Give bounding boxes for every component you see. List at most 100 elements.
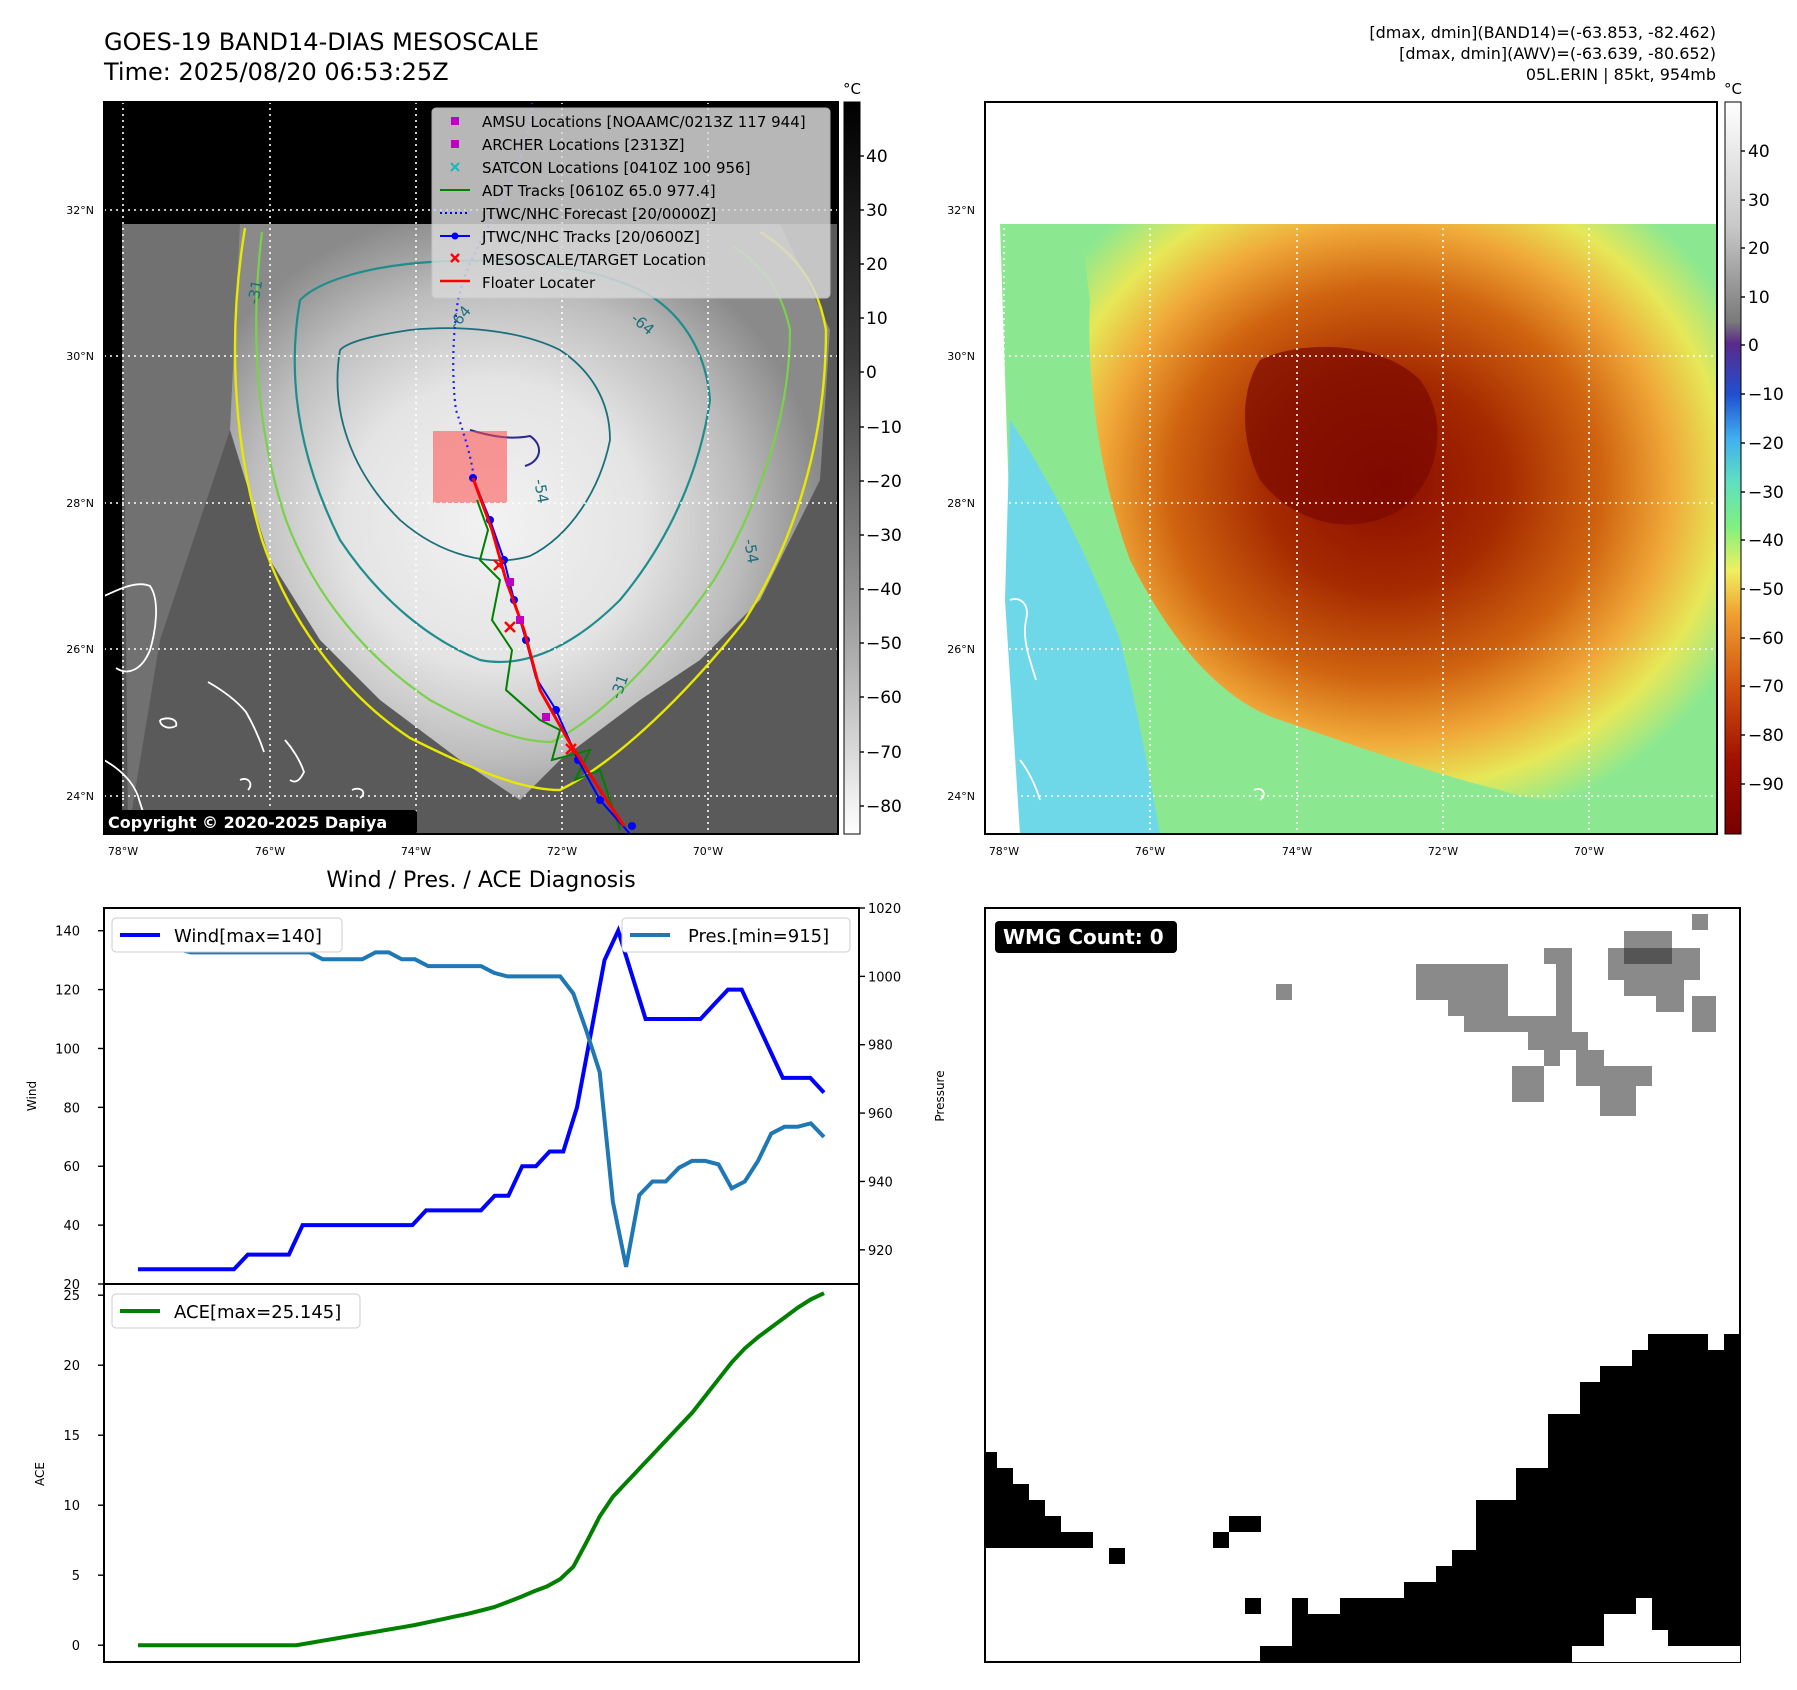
contour-label-5: -54: [740, 538, 762, 565]
right-colorbar-tick-label: −20: [1748, 434, 1784, 454]
left-colorbar-ticks: 40 30 20 10 0 −10 −20 −30 −40 −50 −60 −70 −80: [860, 147, 902, 817]
left-colorbar-tick-label: −70: [866, 743, 902, 763]
right-colorbar-ticks: 40 30 20 10 0 −10 −20 −30 −40 −50 −60 −70 −80 −90: [1741, 142, 1784, 795]
wmg-white-notch: [1572, 1598, 1740, 1662]
amsu-points: [506, 578, 550, 721]
stats-awv: [dmax, dmin](AWV)=(-63.639, -80.652): [1399, 44, 1716, 63]
left-cloud-band-west: [122, 224, 250, 834]
wmg-black-region: [1260, 1334, 1740, 1662]
lon-tick-label: 70°W: [1574, 845, 1604, 858]
wmg-count-text: WMG Count: 0: [1003, 925, 1164, 949]
left-colorbar-tick-label: 30: [866, 201, 888, 221]
wind-axes-frame: [103, 907, 860, 1285]
map-legend: AMSU Locations [NOAAMC/0213Z 117 944] AR…: [431, 107, 831, 299]
contour-yellow: [233, 227, 828, 792]
lon-tick-label: 78°W: [108, 845, 138, 858]
ace-series-line: [138, 1291, 825, 1648]
legend-label-floater: Floater Locater: [482, 274, 596, 292]
ace-tick-label: 5: [72, 1569, 80, 1584]
right-colorbar-unit: °C: [1724, 80, 1742, 98]
legend-label-tracks: JTWC/NHC Tracks [20/0600Z]: [481, 228, 700, 246]
right-map-frame: [984, 101, 1718, 835]
right-colorbar-tick-label: −90: [1748, 775, 1784, 795]
lat-tick-label: 32°N: [66, 204, 94, 217]
right-colorbar: [1724, 101, 1742, 835]
legend-amsu-marker: [451, 117, 459, 125]
wind-tick-label: 140: [55, 925, 80, 940]
legend-markers: [440, 117, 470, 283]
copyright-text: Copyright © 2020-2025 Dapiya: [108, 813, 387, 832]
left-colorbar-tick-label: −50: [866, 634, 902, 654]
pressure-tick-label: 1020: [868, 902, 901, 917]
left-colorbar-unit: °C: [843, 80, 861, 98]
wmg-black-left: [985, 1452, 1077, 1548]
lat-tick-label: 28°N: [947, 497, 975, 510]
lat-tick-label: 30°N: [66, 350, 94, 363]
right-map: [985, 102, 1717, 834]
right-colorbar-tick-label: −60: [1748, 629, 1784, 649]
copyright-badge: [104, 810, 417, 834]
pressure-ylabel: Pressure: [933, 1070, 947, 1121]
wind-series-line: [138, 925, 826, 1272]
left-storm-cloud: [230, 224, 830, 800]
left-colorbar-tick-label: 0: [866, 363, 877, 383]
legend-label-target: MESOSCALE/TARGET Location: [482, 251, 706, 269]
pressure-tick-label: 1000: [868, 970, 901, 985]
contour-teal-inner: [336, 327, 611, 562]
legend-label-archer: ARCHER Locations [2313Z]: [482, 136, 685, 154]
lat-tick-label: 28°N: [66, 497, 94, 510]
right-cool-region: [1005, 420, 1160, 834]
lon-tick-label: 74°W: [401, 845, 431, 858]
legend-tracks-marker: [440, 232, 470, 240]
main-time: Time: 2025/08/20 06:53:25Z: [103, 58, 449, 86]
pressure-ticks: 1020 1000 980 960 940 920: [859, 902, 901, 1259]
pressure-tick-label: 920: [868, 1244, 893, 1259]
wind-ticks: 140 120 100 80 60 40 20: [55, 925, 104, 1293]
floater-box: [433, 431, 507, 503]
wind-tick-label: 80: [63, 1101, 80, 1116]
right-colorbar-tick-label: −40: [1748, 531, 1784, 551]
left-colorbar-tick-label: −60: [866, 688, 902, 708]
ace-legend-label: ACE[max=25.145]: [174, 1302, 341, 1323]
legend-label-satcon: SATCON Locations [0410Z 100 956]: [482, 159, 750, 177]
right-colorbar-tick-label: −80: [1748, 726, 1784, 746]
legend-label-forecast: JTWC/NHC Forecast [20/0000Z]: [481, 205, 716, 223]
diagnosis-title: Wind / Pres. / ACE Diagnosis: [326, 868, 635, 893]
right-colorbar-tick-label: 20: [1748, 239, 1770, 259]
grid-right: [985, 102, 1717, 834]
lon-tick-label: 72°W: [1428, 845, 1458, 858]
floater-track: [471, 477, 626, 827]
coastlines-right: [1009, 598, 1265, 801]
contour-label-3: -54: [530, 478, 552, 505]
wind-tick-label: 120: [55, 984, 80, 999]
pressure-tick-label: 940: [868, 1175, 893, 1190]
wmg-dark-cell: [1624, 948, 1672, 964]
wind-tick-label: 40: [63, 1219, 80, 1234]
legend-label-adt: ADT Tracks [0610Z 65.0 977.4]: [482, 182, 716, 200]
right-colorbar-tick-label: −30: [1748, 483, 1784, 503]
ace-tick-label: 25: [63, 1289, 80, 1304]
lat-tick-label: 32°N: [947, 204, 975, 217]
wind-tick-label: 100: [55, 1042, 80, 1057]
target-points: [493, 559, 577, 755]
lon-tick-label: 72°W: [547, 845, 577, 858]
lon-tick-label: 70°W: [693, 845, 723, 858]
wmg-panel: WMG Count: 0: [984, 907, 1741, 1663]
right-colorbar-tick-label: −70: [1748, 677, 1784, 697]
wind-legend-label: Wind[max=140]: [174, 926, 322, 947]
ace-tick-label: 0: [72, 1639, 80, 1654]
contour-label-group: -31 -64 -54 -31 -54 -64: [244, 278, 762, 701]
legend-label-amsu: AMSU Locations [NOAAMC/0213Z 117 944]: [482, 113, 806, 131]
wind-tick-label: 60: [63, 1160, 80, 1175]
lat-tick-label: 24°N: [947, 790, 975, 803]
lat-tick-label: 30°N: [947, 350, 975, 363]
left-map-frame: [103, 101, 839, 835]
lon-tick-label: 78°W: [989, 845, 1019, 858]
right-colorbar-tick-label: −50: [1748, 580, 1784, 600]
wind-legend-box: [111, 917, 343, 953]
lon-tick-label: 76°W: [1135, 845, 1165, 858]
map-legend-box: [431, 107, 831, 299]
lat-tick-label: 26°N: [947, 643, 975, 656]
jtwc-forecast-track: [452, 102, 534, 481]
